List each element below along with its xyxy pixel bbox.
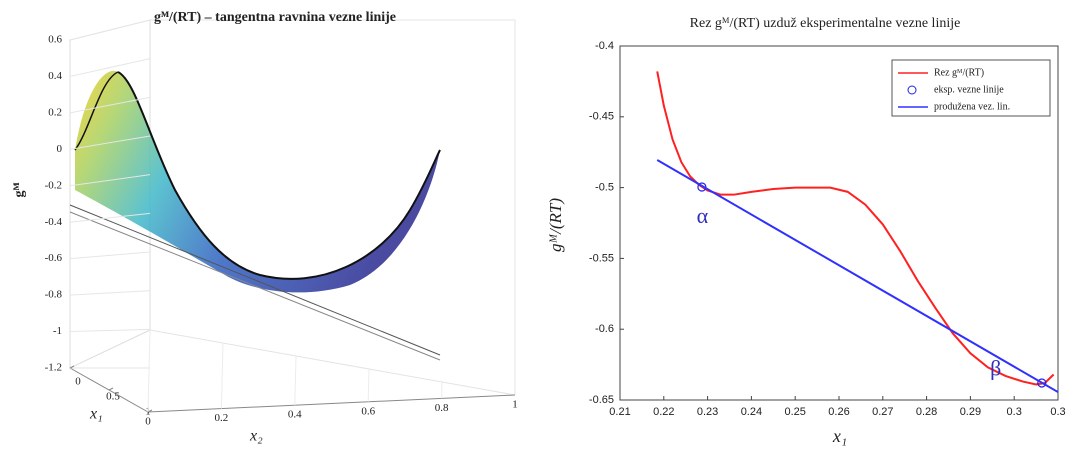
grid-line	[69, 135, 151, 150]
x-tick-label: 0.24	[741, 406, 762, 418]
surface	[75, 70, 440, 293]
tick-mark	[108, 387, 114, 391]
x-tick-label: 0.3	[1050, 406, 1065, 418]
grid-line	[69, 212, 151, 223]
y-tick-label: -0.6	[595, 323, 614, 335]
legend-label: produžena vez. lin.	[934, 101, 1010, 112]
marker	[1037, 378, 1047, 388]
title: gᴹ/(RT) – tangentna ravnina vezne linije	[154, 10, 396, 25]
x2-label: x₂	[249, 428, 263, 445]
left-chart: gᴹ/(RT) – tangentna ravnina vezne linije…	[12, 10, 516, 445]
grid-line	[294, 355, 297, 406]
y-label: gᴹ/(RT)	[546, 198, 565, 252]
title: Rez gᴹ/(RT) uzduž eksperimentalne vezne …	[690, 16, 961, 31]
x-tick-label: 0.23	[697, 406, 718, 418]
x1-tick-label: 0.5	[106, 391, 120, 403]
grid-line	[69, 174, 151, 187]
y-tick-label: -0.4	[595, 40, 614, 52]
tick-mark	[147, 409, 153, 413]
z-tick-label: -0.4	[45, 216, 63, 228]
surface-ridge	[117, 71, 441, 280]
tangent-plane	[69, 211, 441, 361]
x-tick-label: 0.25	[784, 406, 805, 418]
surface-edge	[74, 71, 119, 151]
z-tick-label: 0.6	[48, 34, 62, 46]
z-tick-label: 0	[57, 143, 63, 155]
x-tick-label: 0.22	[653, 406, 674, 418]
z-tick-label: -0.6	[45, 252, 63, 264]
x-tick-label: 0.26	[828, 406, 849, 418]
x-tick-label: 0.29	[960, 406, 981, 418]
z-tick-label: 0.2	[48, 106, 62, 118]
z-tick-label: 0.4	[48, 70, 62, 82]
x2-tick-label: 0.8	[435, 402, 449, 414]
y-tick-label: -0.5	[595, 182, 614, 194]
z-tick-label: -0.8	[45, 289, 63, 301]
y-tick-label: -0.45	[589, 111, 614, 123]
grid-line	[367, 368, 370, 402]
z-label: gᴹ	[12, 182, 27, 197]
axis	[147, 394, 516, 413]
grid-line	[69, 290, 151, 296]
grid-line	[69, 19, 151, 41]
annotation: α	[697, 203, 709, 228]
x2-tick-label: 0	[145, 416, 151, 428]
y-tick-label: -0.65	[589, 394, 614, 406]
grid-line	[69, 251, 151, 260]
x-tick-label: 0.27	[872, 406, 893, 418]
tangent-plane	[69, 204, 441, 356]
grid-line	[69, 328, 151, 333]
box	[149, 19, 516, 396]
series-line	[656, 159, 1059, 393]
right-chart: Rez gᴹ/(RT) uzduž eksperimentalne vezne …	[546, 16, 1059, 446]
legend-label: Rez gᴹ/(RT)	[934, 67, 984, 78]
z-tick-label: -1.2	[45, 362, 62, 374]
tick-mark	[69, 365, 75, 369]
annotation: β	[990, 355, 1001, 380]
legend-marker	[907, 85, 917, 95]
x1-tick-label: 0	[75, 376, 81, 388]
y-tick-label: -0.55	[589, 252, 614, 264]
x2-tick-label: 0.2	[215, 412, 229, 424]
grid-line	[147, 329, 151, 413]
x1-label: x₁	[89, 406, 103, 423]
grid-line	[220, 342, 224, 409]
z-tick-label: -1	[53, 325, 62, 337]
x2-tick-label: 1	[512, 399, 518, 411]
series-line	[656, 71, 1055, 386]
x2-tick-label: 0.4	[288, 409, 302, 421]
x-tick-label: 0.21	[609, 406, 630, 418]
z-tick-label: -0.2	[45, 179, 62, 191]
grid-line	[69, 58, 151, 77]
grid-line	[69, 96, 151, 114]
legend-label: eksp. vezne linije	[934, 84, 1004, 95]
x-tick-label: 0.28	[916, 406, 937, 418]
x-label: x₁	[832, 426, 847, 446]
x-tick-label: 0.3	[1007, 406, 1022, 418]
x2-tick-label: 0.6	[361, 405, 375, 417]
